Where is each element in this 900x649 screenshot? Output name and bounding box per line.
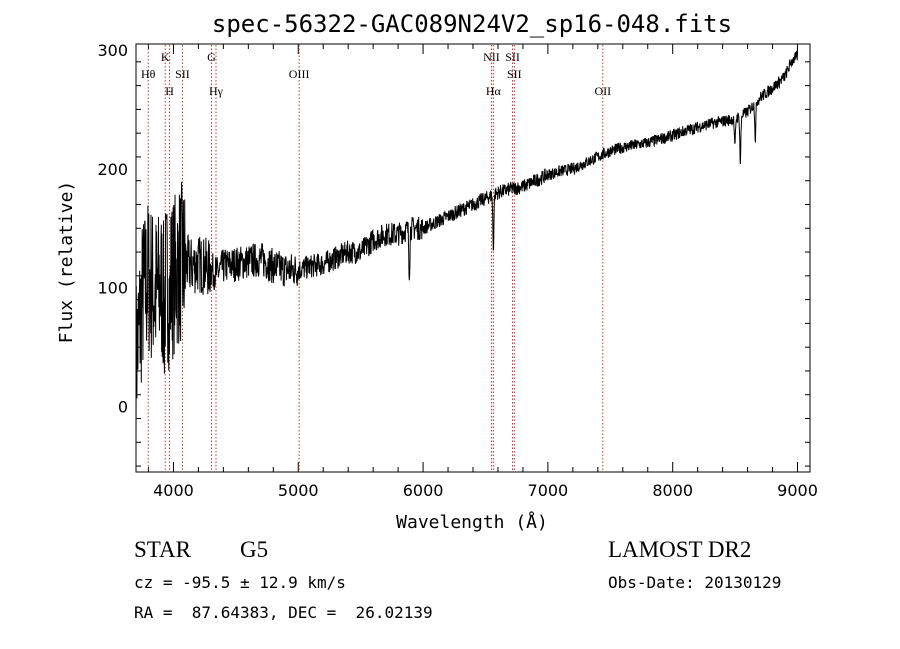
y-tick-label: 100	[97, 279, 128, 298]
object-subclass: G5	[240, 537, 269, 562]
line-marker-label: SII	[175, 67, 190, 81]
plot-axes: 4000 5000 6000 7000 8000 9000 0 100 200 300	[97, 41, 817, 500]
spectrum-series	[135, 50, 798, 443]
line-marker-label: H	[165, 84, 174, 98]
y-axis-label: Flux (relative)	[56, 181, 77, 344]
coordinates: RA = 87.64383, DEC = 26.02139	[134, 603, 433, 622]
spectrum-line	[135, 50, 798, 443]
line-marker-label: OIII	[289, 67, 310, 81]
x-tick-label: 8000	[652, 481, 693, 500]
x-tick-label: 4000	[153, 481, 194, 500]
x-tick-label: 7000	[528, 481, 569, 500]
x-tick-label: 6000	[403, 481, 444, 500]
line-marker-label: SII	[507, 67, 522, 81]
x-tick-label: 9000	[777, 481, 818, 500]
line-marker-label: G	[207, 50, 216, 64]
redshift-cz: cz = -95.5 ± 12.9 km/s	[134, 573, 346, 592]
line-marker-label: K	[161, 50, 170, 64]
line-marker-label: Hα	[486, 84, 502, 98]
y-tick-label: 0	[118, 398, 128, 417]
survey-name: LAMOST DR2	[608, 537, 752, 562]
x-axis-label: Wavelength (Å)	[396, 511, 548, 533]
y-tick-label: 200	[97, 160, 128, 179]
y-tick-label: 300	[97, 41, 128, 60]
obs-date: Obs-Date: 20130129	[608, 573, 782, 592]
x-tick-label: 5000	[278, 481, 319, 500]
object-class: STAR	[134, 537, 191, 562]
line-marker-label: Hγ	[209, 84, 224, 98]
line-marker-label: NII	[483, 50, 500, 64]
line-marker-label: OII	[594, 84, 611, 98]
line-marker-label: SII	[505, 50, 520, 64]
line-marker-label: Hθ	[141, 67, 156, 81]
chart-title: spec-56322-GAC089N24V2_sp16-048.fits	[212, 10, 732, 38]
